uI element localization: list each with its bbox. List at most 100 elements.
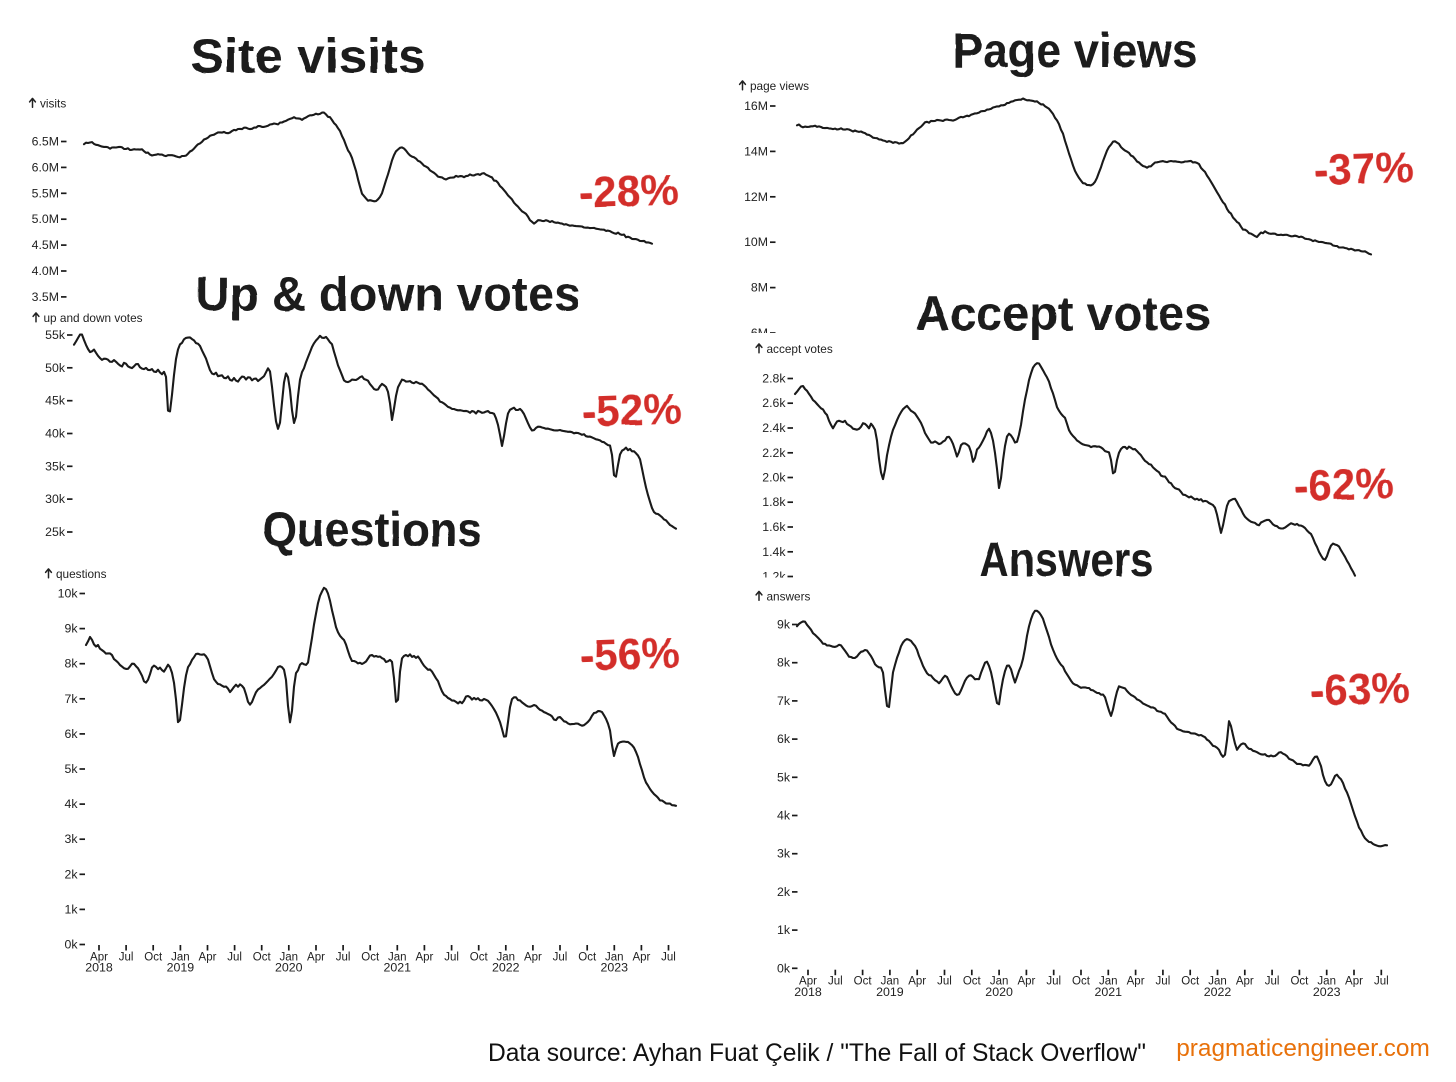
svg-text:Oct: Oct bbox=[578, 951, 597, 963]
svg-text:2021: 2021 bbox=[384, 960, 412, 974]
svg-text:Jul: Jul bbox=[444, 951, 459, 963]
svg-text:2023: 2023 bbox=[601, 960, 629, 974]
svg-text:7k: 7k bbox=[777, 694, 791, 708]
svg-text:12M: 12M bbox=[744, 190, 768, 204]
svg-text:Accept votes: Accept votes bbox=[916, 288, 1211, 341]
svg-text:Jan: Jan bbox=[280, 951, 299, 963]
svg-text:Jan: Jan bbox=[605, 951, 624, 963]
svg-text:1.8k: 1.8k bbox=[762, 495, 786, 509]
svg-text:4.0M: 4.0M bbox=[32, 264, 59, 278]
svg-text:Jul: Jul bbox=[828, 976, 843, 988]
svg-text:up and down votes: up and down votes bbox=[44, 311, 143, 325]
svg-text:Jan: Jan bbox=[990, 976, 1009, 988]
svg-text:6k: 6k bbox=[777, 732, 791, 746]
svg-text:Jul: Jul bbox=[661, 951, 676, 963]
svg-text:2.2k: 2.2k bbox=[762, 446, 786, 460]
svg-text:6.0M: 6.0M bbox=[32, 160, 59, 174]
svg-text:Jan: Jan bbox=[1099, 976, 1118, 988]
svg-text:Up & down votes: Up & down votes bbox=[196, 268, 581, 321]
svg-text:Apr: Apr bbox=[524, 951, 542, 963]
svg-text:55k: 55k bbox=[45, 328, 66, 342]
svg-text:5.5M: 5.5M bbox=[32, 186, 59, 200]
svg-text:Oct: Oct bbox=[1072, 976, 1091, 988]
svg-text:5k: 5k bbox=[65, 762, 79, 776]
svg-text:4k: 4k bbox=[777, 809, 791, 823]
svg-text:Oct: Oct bbox=[361, 951, 380, 963]
svg-text:10k: 10k bbox=[58, 587, 79, 601]
svg-text:14M: 14M bbox=[744, 144, 768, 158]
svg-text:2020: 2020 bbox=[275, 960, 303, 974]
svg-text:Answers: Answers bbox=[979, 532, 1153, 586]
svg-text:6.5M: 6.5M bbox=[32, 135, 59, 149]
svg-text:5k: 5k bbox=[777, 770, 791, 784]
svg-text:Jul: Jul bbox=[227, 951, 242, 963]
svg-text:Jan: Jan bbox=[1317, 976, 1336, 988]
svg-text:1k: 1k bbox=[777, 923, 791, 937]
svg-text:answers: answers bbox=[767, 590, 811, 604]
svg-text:Oct: Oct bbox=[963, 976, 982, 988]
svg-text:1k: 1k bbox=[65, 902, 79, 916]
svg-text:3.5M: 3.5M bbox=[32, 290, 59, 304]
svg-text:-37%: -37% bbox=[1313, 143, 1414, 195]
svg-text:questions: questions bbox=[56, 567, 107, 581]
svg-text:0k: 0k bbox=[65, 938, 79, 952]
svg-text:Jul: Jul bbox=[1046, 976, 1061, 988]
svg-text:30k: 30k bbox=[45, 492, 66, 506]
svg-text:Oct: Oct bbox=[854, 976, 873, 988]
svg-text:8M: 8M bbox=[751, 281, 768, 295]
svg-text:Apr: Apr bbox=[415, 951, 433, 963]
svg-text:Jul: Jul bbox=[336, 951, 351, 963]
svg-text:2.4k: 2.4k bbox=[762, 421, 786, 435]
svg-text:2018: 2018 bbox=[794, 985, 822, 999]
svg-text:Questions: Questions bbox=[262, 503, 482, 557]
svg-text:35k: 35k bbox=[45, 459, 66, 473]
svg-text:Apr: Apr bbox=[1345, 976, 1363, 988]
svg-text:7k: 7k bbox=[65, 692, 79, 706]
svg-text:Jul: Jul bbox=[1156, 976, 1171, 988]
svg-text:0k: 0k bbox=[777, 961, 791, 975]
svg-text:Apr: Apr bbox=[199, 951, 217, 963]
svg-text:Apr: Apr bbox=[908, 976, 926, 988]
svg-text:3k: 3k bbox=[777, 847, 791, 861]
svg-text:2.0k: 2.0k bbox=[762, 471, 786, 485]
svg-text:-52%: -52% bbox=[581, 385, 682, 437]
svg-text:16M: 16M bbox=[744, 99, 768, 113]
svg-text:visits: visits bbox=[40, 97, 66, 111]
svg-text:10M: 10M bbox=[744, 235, 768, 249]
svg-text:8k: 8k bbox=[65, 657, 79, 671]
svg-text:Apr: Apr bbox=[1236, 976, 1254, 988]
svg-text:25k: 25k bbox=[45, 525, 66, 539]
svg-text:page views: page views bbox=[750, 79, 809, 93]
svg-text:2021: 2021 bbox=[1095, 985, 1123, 999]
svg-text:9k: 9k bbox=[65, 622, 79, 636]
svg-text:Apr: Apr bbox=[799, 976, 817, 988]
svg-text:-63%: -63% bbox=[1309, 664, 1410, 716]
svg-text:Data source: Ayhan Fuat Çelik: Data source: Ayhan Fuat Çelik / "The Fal… bbox=[488, 1040, 1146, 1067]
svg-text:2023: 2023 bbox=[1313, 985, 1341, 999]
svg-text:Apr: Apr bbox=[1017, 976, 1035, 988]
svg-text:40k: 40k bbox=[45, 427, 66, 441]
svg-text:Apr: Apr bbox=[1127, 976, 1145, 988]
svg-text:2019: 2019 bbox=[167, 960, 195, 974]
svg-text:3k: 3k bbox=[65, 832, 79, 846]
svg-text:2022: 2022 bbox=[492, 960, 520, 974]
svg-text:45k: 45k bbox=[45, 394, 66, 408]
svg-text:Oct: Oct bbox=[144, 951, 163, 963]
svg-text:4k: 4k bbox=[65, 797, 79, 811]
svg-text:Jul: Jul bbox=[553, 951, 568, 963]
svg-text:pragmaticengineer.com: pragmaticengineer.com bbox=[1176, 1035, 1430, 1062]
svg-text:Jan: Jan bbox=[388, 951, 407, 963]
svg-text:Jan: Jan bbox=[1208, 976, 1227, 988]
svg-text:Jan: Jan bbox=[497, 951, 516, 963]
svg-text:accept votes: accept votes bbox=[767, 342, 833, 356]
svg-text:5.0M: 5.0M bbox=[32, 212, 59, 226]
svg-text:Apr: Apr bbox=[307, 951, 325, 963]
svg-text:Jan: Jan bbox=[171, 951, 190, 963]
svg-text:2.8k: 2.8k bbox=[762, 372, 786, 386]
svg-text:Oct: Oct bbox=[1181, 976, 1200, 988]
svg-text:2k: 2k bbox=[777, 885, 791, 899]
svg-text:Site visits: Site visits bbox=[190, 30, 425, 84]
svg-text:Jul: Jul bbox=[937, 976, 952, 988]
svg-text:Jul: Jul bbox=[1374, 976, 1389, 988]
svg-text:Oct: Oct bbox=[470, 951, 489, 963]
